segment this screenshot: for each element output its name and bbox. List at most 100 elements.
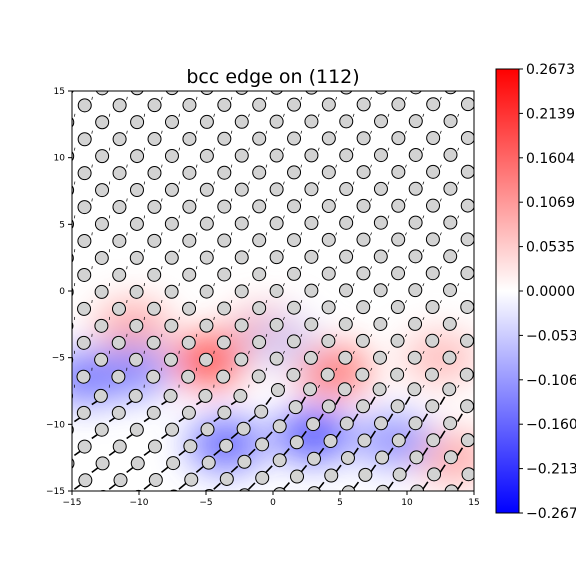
displacement-arrow bbox=[213, 283, 215, 287]
displacement-arrow bbox=[265, 130, 268, 134]
atom bbox=[408, 416, 423, 431]
atom bbox=[478, 250, 491, 263]
displacement-arrow bbox=[213, 113, 215, 117]
atom bbox=[129, 216, 144, 231]
atom bbox=[129, 318, 144, 333]
y-tick-label: 0 bbox=[59, 287, 65, 297]
displacement-arrow bbox=[265, 96, 268, 100]
displacement-arrow bbox=[126, 130, 128, 134]
atom bbox=[217, 405, 232, 420]
atom bbox=[426, 164, 441, 179]
atom bbox=[269, 114, 284, 129]
atom bbox=[424, 367, 439, 382]
displacement-arrow bbox=[74, 181, 76, 185]
displacement-arrow bbox=[439, 130, 442, 134]
atom bbox=[341, 485, 356, 491]
atom bbox=[287, 266, 302, 281]
atom bbox=[374, 114, 389, 129]
atom bbox=[234, 284, 249, 299]
atom bbox=[342, 520, 355, 533]
atom bbox=[43, 65, 56, 78]
displacement-arrow bbox=[196, 534, 203, 540]
atom bbox=[480, 519, 493, 532]
atom bbox=[531, 434, 544, 447]
atom bbox=[25, 353, 38, 366]
atom bbox=[111, 405, 126, 420]
atom bbox=[8, 167, 21, 180]
atom bbox=[78, 65, 91, 78]
atom bbox=[42, 370, 55, 383]
atom bbox=[339, 416, 354, 431]
displacement-arrow bbox=[91, 96, 93, 100]
atom bbox=[8, 235, 21, 248]
displacement-arrow bbox=[439, 266, 442, 270]
displacement-arrow bbox=[248, 181, 250, 185]
atom bbox=[0, 48, 4, 61]
atom bbox=[77, 267, 92, 282]
displacement-arrow bbox=[301, 499, 307, 506]
x-tick-label: −10 bbox=[130, 498, 149, 508]
displacement-arrow bbox=[300, 266, 303, 270]
displacement-arrow bbox=[352, 317, 355, 321]
displacement-arrow bbox=[179, 517, 186, 523]
atom bbox=[321, 131, 336, 146]
atom bbox=[112, 233, 127, 248]
atom bbox=[43, 302, 56, 315]
atom bbox=[182, 233, 197, 248]
atom bbox=[460, 232, 474, 247]
displacement-arrow bbox=[422, 384, 425, 388]
atom bbox=[321, 300, 336, 315]
atom bbox=[269, 317, 284, 332]
displacement-arrow bbox=[300, 464, 308, 473]
atom bbox=[77, 234, 92, 249]
displacement-arrow bbox=[492, 249, 493, 252]
displacement-arrow bbox=[317, 181, 320, 185]
displacement-arrow bbox=[492, 80, 493, 83]
displacement-arrow bbox=[317, 413, 324, 422]
atom bbox=[321, 334, 336, 349]
displacement-arrow bbox=[405, 334, 408, 338]
atom bbox=[255, 437, 270, 452]
atom bbox=[269, 351, 284, 366]
atom bbox=[72, 392, 74, 400]
atom bbox=[43, 99, 56, 112]
displacement-arrow bbox=[230, 198, 233, 202]
displacement-arrow bbox=[143, 483, 152, 490]
displacement-arrow bbox=[57, 165, 58, 168]
atom bbox=[129, 182, 144, 197]
y-tick-label: 15 bbox=[54, 87, 65, 97]
atom bbox=[269, 216, 284, 231]
displacement-arrow bbox=[352, 147, 355, 151]
displacement-arrow bbox=[108, 147, 111, 151]
colorbar-tick-label: 0.2139 bbox=[526, 106, 575, 122]
atom bbox=[130, 91, 144, 96]
atom bbox=[359, 503, 372, 516]
atom bbox=[272, 419, 287, 434]
atom bbox=[304, 182, 319, 197]
field-blob bbox=[241, 315, 318, 368]
colorbar-tick-label: −0.1069 bbox=[526, 373, 576, 389]
displacement-arrow bbox=[562, 448, 567, 456]
displacement-arrow bbox=[527, 317, 528, 320]
atom bbox=[391, 97, 406, 112]
displacement-arrow bbox=[352, 283, 355, 287]
atom bbox=[183, 439, 198, 454]
atom bbox=[408, 316, 423, 331]
atom bbox=[216, 369, 231, 384]
displacement-arrow bbox=[300, 232, 303, 236]
displacement-arrow bbox=[422, 283, 425, 287]
displacement-arrow bbox=[369, 430, 377, 439]
displacement-arrow bbox=[317, 249, 320, 253]
atom bbox=[78, 473, 93, 488]
atom bbox=[408, 114, 423, 129]
atom bbox=[391, 433, 406, 448]
atom bbox=[111, 301, 126, 316]
displacement-arrow bbox=[439, 96, 442, 100]
atom bbox=[148, 65, 161, 78]
displacement-arrow bbox=[144, 80, 145, 83]
atom bbox=[181, 369, 196, 384]
atom bbox=[287, 131, 302, 146]
atom bbox=[146, 335, 161, 350]
displacement-arrow bbox=[475, 266, 476, 269]
displacement-arrow bbox=[178, 147, 180, 151]
